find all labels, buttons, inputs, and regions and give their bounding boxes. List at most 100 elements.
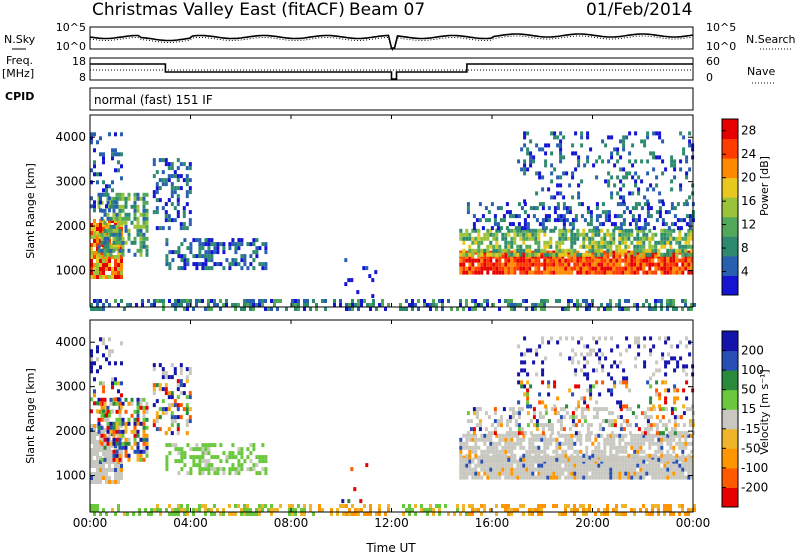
heatmap-cell <box>645 471 649 476</box>
heatmap-cell <box>586 388 590 393</box>
heatmap-cell <box>681 307 684 311</box>
heatmap-cell <box>133 200 137 205</box>
heatmap-cell <box>522 262 526 267</box>
heatmap-cell <box>537 270 541 275</box>
heatmap-cell <box>639 228 643 233</box>
heatmap-cell <box>612 262 616 267</box>
heatmap-cell <box>183 451 187 456</box>
heatmap-cell <box>465 258 469 263</box>
heatmap-cell <box>112 232 116 237</box>
heatmap-cell <box>678 512 681 516</box>
heatmap-cell <box>661 415 665 420</box>
heatmap-cell <box>678 228 682 233</box>
heatmap-cell <box>543 441 547 446</box>
heatmap-cell <box>136 248 140 253</box>
heatmap-cell <box>139 232 143 237</box>
heatmap-cell <box>541 336 545 341</box>
heatmap-cell <box>583 356 587 361</box>
heatmap-cell <box>465 303 468 307</box>
heatmap-cell <box>198 508 201 512</box>
heatmap-cell <box>663 508 666 512</box>
heatmap-cell <box>561 252 565 257</box>
heatmap-cell <box>93 428 96 432</box>
heatmap-cell <box>534 252 538 257</box>
heatmap-cell <box>528 228 532 233</box>
heatmap-cell <box>366 303 369 307</box>
heatmap-cell <box>459 467 463 472</box>
heatmap-cell <box>139 196 143 201</box>
heatmap-cell <box>666 463 670 468</box>
heatmap-cell <box>681 467 685 472</box>
heatmap-cell <box>225 455 229 460</box>
heatmap-cell <box>507 258 511 263</box>
heatmap-cell <box>517 400 521 405</box>
heatmap-cell <box>516 258 520 263</box>
heatmap-cell <box>643 427 647 432</box>
heatmap-cell <box>627 250 631 255</box>
heatmap-cell <box>471 252 475 257</box>
heatmap-cell <box>219 262 223 267</box>
heatmap-cell <box>606 512 609 516</box>
heatmap-cell <box>231 463 235 468</box>
heatmap-cell <box>648 236 652 241</box>
heatmap-cell <box>675 453 679 458</box>
heatmap-cell <box>243 307 246 311</box>
heatmap-cell <box>654 254 658 259</box>
heatmap-cell <box>109 421 113 426</box>
heatmap-cell <box>640 411 644 416</box>
heatmap-cell <box>139 248 143 253</box>
heatmap-cell <box>600 433 604 438</box>
heatmap-cell <box>576 433 580 438</box>
heatmap-cell <box>610 222 614 227</box>
heatmap-cell <box>508 210 512 215</box>
heatmap-cell <box>558 232 562 237</box>
heatmap-cell <box>660 244 664 249</box>
heatmap-cell <box>528 475 532 480</box>
heatmap-cell <box>493 407 497 412</box>
heatmap-cell <box>660 467 664 472</box>
heatmap-cell <box>441 299 444 303</box>
heatmap-cell <box>639 471 643 476</box>
heatmap-cell <box>651 433 655 438</box>
heatmap-cell <box>541 368 545 373</box>
heatmap-cell <box>604 210 608 215</box>
heatmap-cell <box>646 206 650 211</box>
heatmap-cell <box>583 364 587 369</box>
heatmap-cell <box>534 475 538 480</box>
heatmap-cell <box>534 457 538 462</box>
heatmap-cell <box>222 451 226 456</box>
heatmap-cell <box>556 135 560 140</box>
heatmap-cell <box>523 143 527 148</box>
heatmap-cell <box>180 303 183 307</box>
heatmap-cell <box>495 228 499 233</box>
heatmap-cell <box>618 437 622 442</box>
heatmap-cell <box>511 411 515 416</box>
heatmap-cell <box>679 159 683 164</box>
heatmap-cell <box>597 467 601 472</box>
heatmap-cell <box>243 258 247 263</box>
heatmap-cell <box>639 266 643 271</box>
heatmap-cell <box>492 441 496 446</box>
heatmap-cell <box>216 262 220 267</box>
heatmap-cell <box>597 262 601 267</box>
heatmap-cell <box>612 463 616 468</box>
heatmap-cell <box>158 415 162 420</box>
heatmap-cell <box>495 258 499 263</box>
heatmap-cell <box>447 512 450 516</box>
heatmap-cell <box>636 433 640 438</box>
heatmap-cell <box>634 183 638 188</box>
heatmap-cell <box>341 499 345 504</box>
heatmap-cell <box>511 214 515 219</box>
heatmap-cell <box>601 210 605 215</box>
heatmap-cell <box>468 252 472 257</box>
heatmap-cell <box>577 419 581 424</box>
heatmap-cell <box>681 471 685 476</box>
heatmap-cell <box>378 512 381 516</box>
heatmap-cell <box>90 365 93 370</box>
heatmap-cell <box>664 167 668 172</box>
heatmap-cell <box>598 155 602 160</box>
heatmap-cell <box>562 226 566 231</box>
heatmap-cell <box>309 307 312 311</box>
heatmap-cell <box>117 168 120 173</box>
heatmap-cell <box>115 232 119 237</box>
